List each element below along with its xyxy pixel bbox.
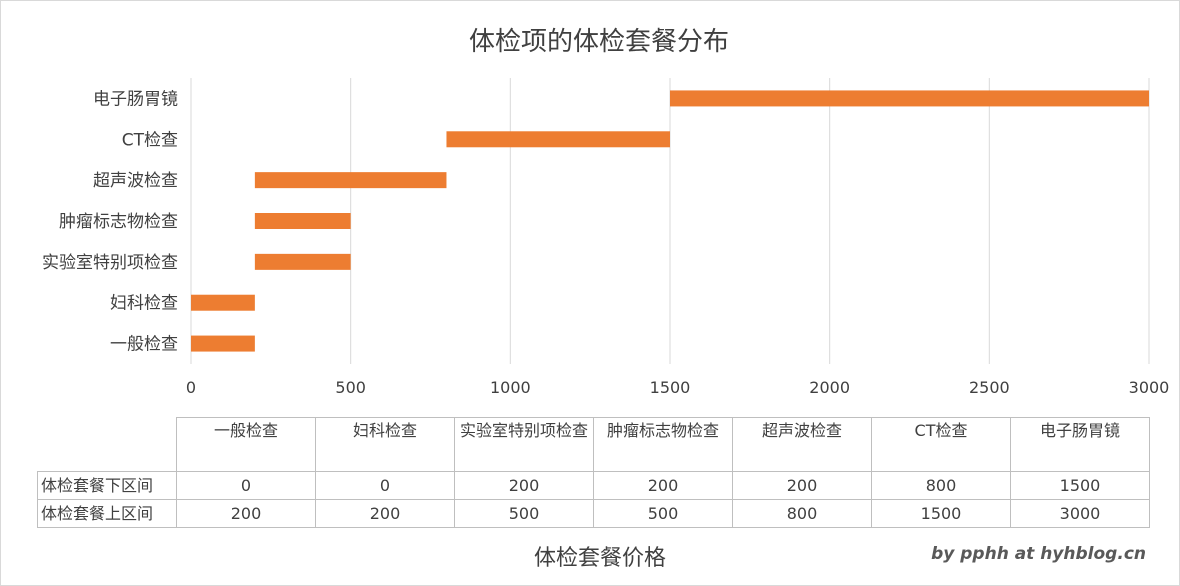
category-label: 妇科检查 [110,294,178,314]
category-label: 一般检查 [110,335,178,355]
x-tick-labels: 0 500 1000 1500 2000 2500 3000 [186,378,1169,397]
table-row: 体检套餐上区间 200 200 500 500 800 1500 3000 [37,499,1150,528]
table-header-cell: 超声波检查 [732,417,872,472]
table-cell: 800 [871,471,1011,500]
bar-5 [446,131,670,148]
table-cell: 800 [732,499,872,528]
table-header-cell: 一般检查 [176,417,316,472]
table-cell: 1500 [1010,471,1150,500]
table-cell: 500 [454,499,594,528]
data-table: 一般检查 妇科检查 实验室特别项检查 肿瘤标志物检查 超声波检查 CT检查 电子肠胃镜 体检套… [37,417,1150,528]
table-header-cell: 实验室特别项检查 [454,417,594,472]
bar-3 [254,213,351,229]
bars [191,90,1149,352]
bar-4 [254,172,447,189]
category-label: 实验室特别项检查 [42,253,178,273]
table-cell: 1500 [871,499,1011,528]
table-cell: 200 [315,499,455,528]
x-tick-label: 0 [186,378,196,397]
credit-text: by pphh at hyhblog.cn [931,544,1146,564]
table-cell: 200 [454,471,594,500]
x-tick-label: 1000 [490,378,531,397]
x-tick-label: 2000 [809,378,850,397]
x-axis-title: 体检套餐价格 [533,546,666,571]
table-header-row: 一般检查 妇科检查 实验室特别项检查 肿瘤标志物检查 超声波检查 CT检查 电子肠胃镜 [37,417,1150,472]
table-cell: 3000 [1010,499,1150,528]
bar-0 [191,335,255,352]
chart-plot: 体检项的体检套餐分布 一般检查 妇科检查 实验室特别项检查 肿瘤标志物检查 超声波检查 C… [42,27,1169,397]
x-tick-label: 2500 [969,378,1010,397]
x-tick-label: 1500 [650,378,691,397]
bar-1 [191,294,255,311]
x-tick-label: 500 [335,378,366,397]
table-corner [37,417,177,472]
category-labels: 一般检查 妇科检查 实验室特别项检查 肿瘤标志物检查 超声波检查 CT检查 电子肠胃镜 [42,89,178,354]
table-row-label: 体检套餐下区间 [37,471,177,500]
x-tick-label: 3000 [1129,378,1170,397]
table-cell: 0 [315,471,455,500]
table-row-label: 体检套餐上区间 [37,499,177,528]
category-label: CT检查 [122,130,178,150]
category-label: 肿瘤标志物检查 [59,212,178,232]
table-header-cell: 电子肠胃镜 [1010,417,1150,472]
table-cell: 200 [176,499,316,528]
table-header-cell: 妇科检查 [315,417,455,472]
table-cell: 0 [176,471,316,500]
bar-6 [670,90,1149,107]
gridlines [190,78,1150,364]
category-label: 超声波检查 [93,171,178,191]
chart-title: 体检项的体检套餐分布 [469,27,729,57]
category-label: 电子肠胃镜 [93,89,178,109]
table-cell: 200 [732,471,872,500]
table-row: 体检套餐下区间 0 0 200 200 200 800 1500 [37,471,1150,500]
bar-2 [254,253,351,270]
table-cell: 500 [593,499,733,528]
table-cell: 200 [593,471,733,500]
table-header-cell: 肿瘤标志物检查 [593,417,733,472]
table-header-cell: CT检查 [871,417,1011,472]
